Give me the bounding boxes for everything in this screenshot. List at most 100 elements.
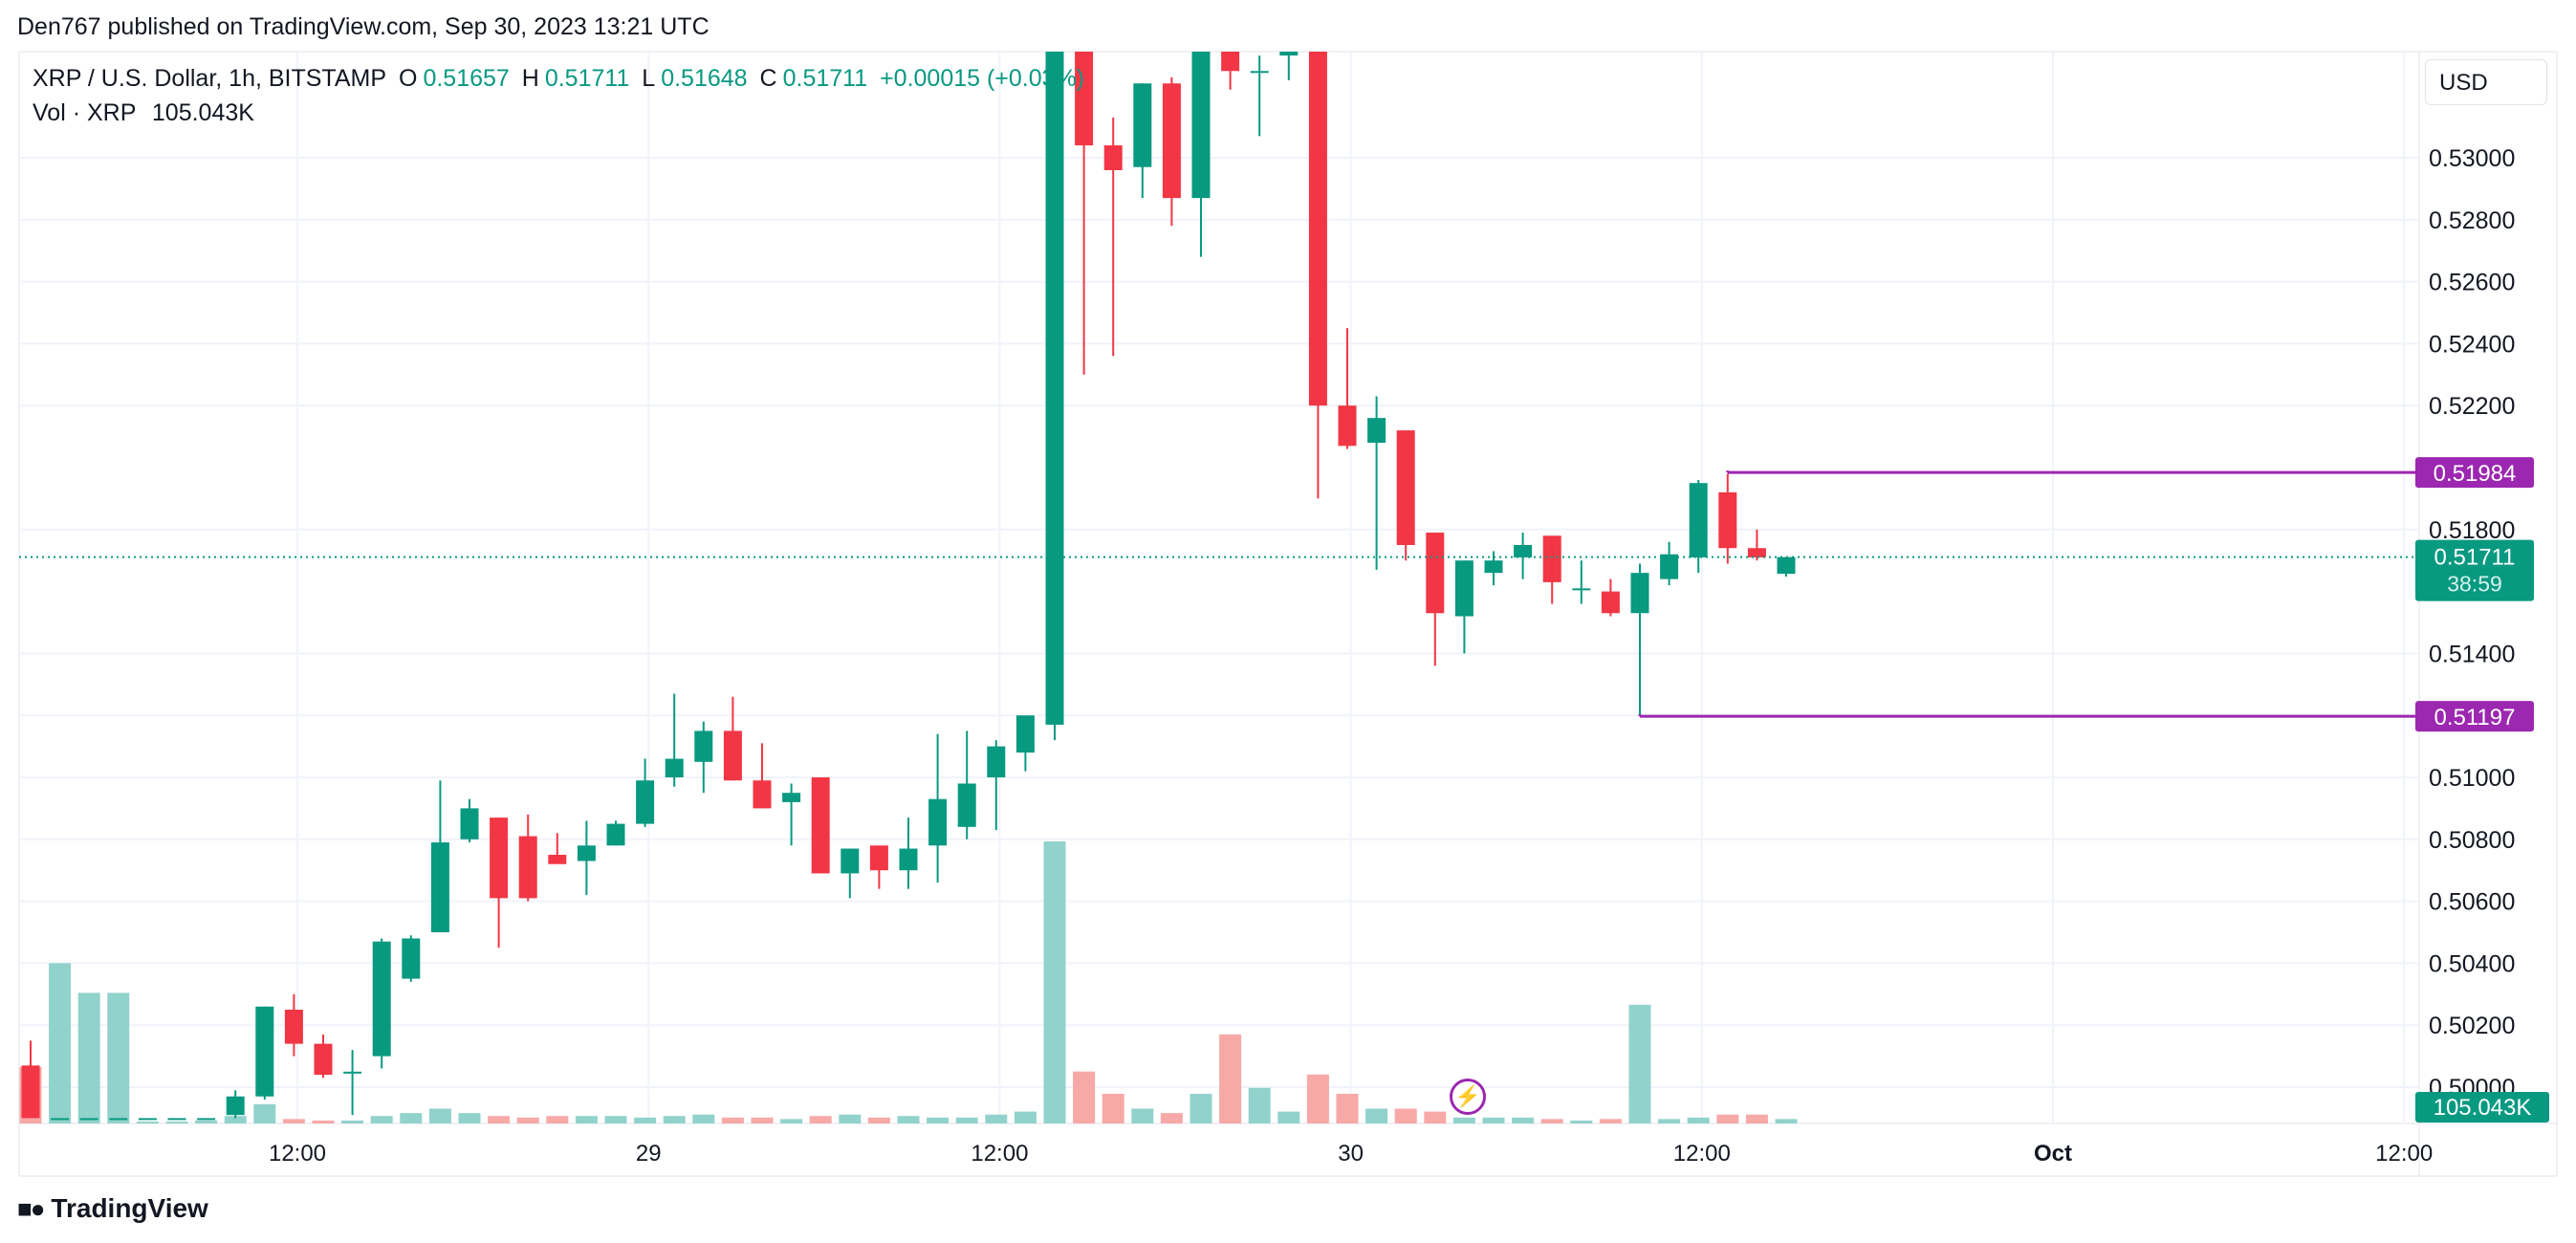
candle-body — [1660, 554, 1679, 579]
currency-selector[interactable]: USD — [2425, 59, 2547, 105]
candle-body — [577, 845, 596, 861]
volume-label: Vol · XRP — [33, 99, 136, 126]
candle-body — [1133, 83, 1152, 167]
candle-body — [1075, 52, 1094, 146]
y-tick-label: 0.52400 — [2429, 331, 2515, 358]
volume-bar — [897, 1116, 920, 1123]
volume-bar — [780, 1119, 803, 1123]
candle-body — [665, 758, 684, 777]
candle-body — [1454, 560, 1474, 617]
candle-body — [840, 848, 860, 874]
tradingview-logo-icon: ■● — [17, 1193, 45, 1223]
candle-body — [782, 793, 801, 802]
open-label: O — [398, 65, 418, 92]
x-tick-label: 12:00 — [2375, 1141, 2433, 1167]
x-tick-label: 12:00 — [1673, 1141, 1731, 1167]
volume-bar — [839, 1114, 862, 1123]
countdown-label: 38:59 — [2447, 572, 2502, 597]
volume-bar — [77, 992, 100, 1123]
volume-bar — [1599, 1119, 1622, 1123]
candle-body — [723, 731, 742, 781]
volume-bar — [1160, 1113, 1183, 1123]
lightning-icon[interactable]: ⚡ — [1450, 1079, 1486, 1115]
last-price-label: 0.51711 — [2434, 545, 2516, 571]
high-label: H — [521, 65, 539, 92]
volume-bar — [1745, 1114, 1768, 1123]
y-tick-label: 0.51000 — [2429, 765, 2515, 792]
candle-body — [255, 1006, 274, 1097]
tradingview-footer[interactable]: ■● TradingView — [17, 1193, 208, 1224]
y-tick-label: 0.52600 — [2429, 270, 2515, 296]
low-value: 0.51648 — [661, 65, 748, 92]
candle-body — [197, 1118, 216, 1121]
volume-bar — [1658, 1119, 1681, 1123]
volume-bar — [1073, 1071, 1096, 1123]
open-value: 0.51657 — [423, 65, 510, 92]
candle-body — [1015, 715, 1035, 753]
volume-bar — [809, 1116, 832, 1123]
volume-tag — [2415, 1092, 2549, 1123]
change-value: +0.00015 (+0.03%) — [880, 65, 1085, 92]
candle-body — [957, 783, 976, 827]
candle-body — [138, 1118, 157, 1121]
volume-bar — [107, 992, 130, 1123]
y-tick-label: 0.52200 — [2429, 393, 2515, 420]
candle-body — [1630, 573, 1649, 614]
volume-bar — [1628, 1004, 1651, 1123]
volume-bar — [867, 1117, 890, 1123]
candle-body — [899, 848, 918, 871]
candle-body — [343, 1071, 362, 1074]
volume-bar — [1775, 1119, 1798, 1123]
candle-body — [314, 1043, 333, 1076]
candle-body — [1572, 588, 1591, 591]
volume-bar — [165, 1122, 188, 1123]
candle-body — [1396, 430, 1415, 545]
plot-area — [19, 52, 2419, 1123]
candle-body — [490, 818, 509, 899]
candle-body — [1103, 145, 1123, 170]
candle-body — [1162, 83, 1181, 199]
symbol-label: XRP / U.S. Dollar, 1h, BITSTAMP — [33, 65, 387, 92]
level-price-label: 0.51984 — [2434, 461, 2517, 487]
volume-bar — [1482, 1117, 1505, 1123]
volume-bar — [1394, 1108, 1417, 1123]
y-tick-label: 0.51400 — [2429, 641, 2515, 667]
candle-body — [1279, 52, 1299, 56]
volume-bar — [458, 1113, 481, 1123]
y-tick-label: 0.53000 — [2429, 145, 2515, 172]
volume-bar — [1043, 841, 1066, 1123]
volume-bar — [1336, 1093, 1359, 1123]
volume-bar — [692, 1114, 715, 1123]
candle-body — [1601, 591, 1620, 614]
candle-body — [1514, 545, 1533, 557]
candle-body — [987, 746, 1006, 777]
volume-bar — [955, 1117, 978, 1123]
level-price-tag — [2415, 701, 2534, 732]
x-tick-label: Oct — [2034, 1141, 2072, 1167]
candle-body — [1747, 548, 1766, 557]
y-tick-label: 0.50600 — [2429, 889, 2515, 916]
low-label: L — [642, 65, 656, 92]
volume-bar — [1131, 1108, 1154, 1123]
volume-bar — [341, 1120, 364, 1123]
footer-brand: TradingView — [51, 1193, 208, 1223]
x-tick-label: 12:00 — [971, 1141, 1028, 1167]
y-tick-label: 0.52800 — [2429, 207, 2515, 234]
candle-body — [869, 845, 888, 871]
candle-body — [1542, 535, 1561, 582]
volume-bar — [721, 1117, 744, 1123]
y-tick-label: 0.50800 — [2429, 827, 2515, 854]
close-label: C — [759, 65, 777, 92]
level-price-label: 0.51197 — [2434, 705, 2516, 731]
candle-body — [1045, 52, 1064, 725]
candle-body — [1426, 533, 1445, 614]
attribution: Den767 published on TradingView.com, Sep… — [17, 13, 709, 40]
x-tick-label: 29 — [636, 1141, 662, 1167]
volume-bar — [1248, 1087, 1271, 1123]
candle-body — [636, 780, 655, 824]
volume-bar — [516, 1117, 539, 1123]
high-value: 0.51711 — [544, 65, 630, 92]
volume-bar — [634, 1117, 657, 1123]
volume-legend: Vol · XRP 105.043K — [33, 99, 254, 127]
